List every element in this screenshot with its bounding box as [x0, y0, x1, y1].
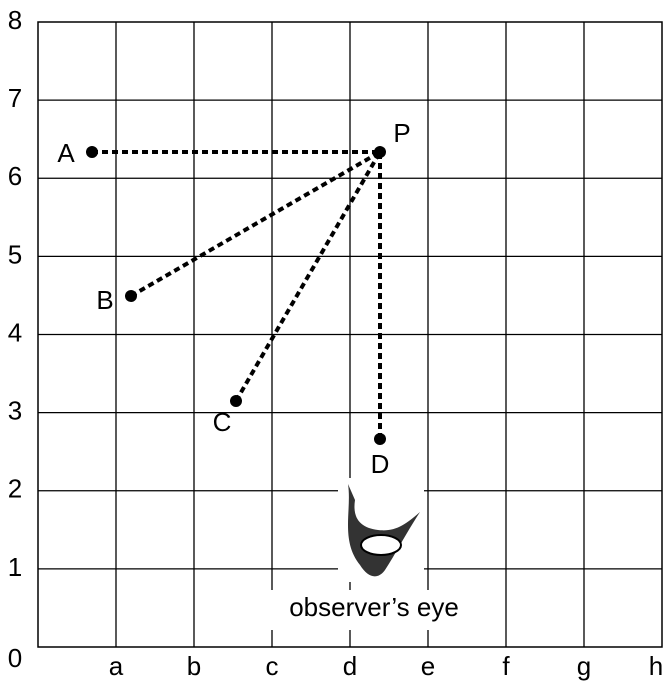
point-label: A	[57, 138, 75, 168]
y-axis-label: 5	[8, 239, 22, 269]
point-label: C	[213, 407, 232, 437]
point	[230, 395, 242, 407]
point	[374, 146, 386, 158]
point-label: D	[371, 449, 390, 479]
y-axis-label: 2	[8, 474, 22, 504]
diagram: observer’s eye 0 1 2 3 4 5 6 7 8 a b c d e f g h A B C D P	[0, 0, 670, 683]
x-axis-label: b	[187, 651, 201, 681]
x-axis-label: d	[343, 651, 357, 681]
x-axis-label: e	[421, 651, 435, 681]
caption: observer’s eye	[289, 592, 459, 622]
point-label: P	[393, 118, 410, 148]
point	[86, 146, 98, 158]
y-axis-label: 3	[8, 396, 22, 426]
point-label: B	[96, 285, 113, 315]
y-axis-label: 6	[8, 161, 22, 191]
x-axis-label: c	[266, 651, 279, 681]
x-axis-label: f	[502, 651, 510, 681]
y-axis-label: 0	[8, 643, 22, 673]
y-axis-label: 8	[8, 5, 22, 35]
eye	[338, 478, 424, 582]
point	[374, 433, 386, 445]
point	[125, 290, 137, 302]
x-axis-label: g	[577, 651, 591, 681]
y-axis-label: 4	[8, 317, 22, 347]
y-axis-label: 1	[8, 552, 22, 582]
y-axis-label: 7	[8, 83, 22, 113]
eye-iris	[361, 535, 401, 555]
x-axis-label: h	[649, 651, 663, 681]
x-axis-label: a	[109, 651, 124, 681]
